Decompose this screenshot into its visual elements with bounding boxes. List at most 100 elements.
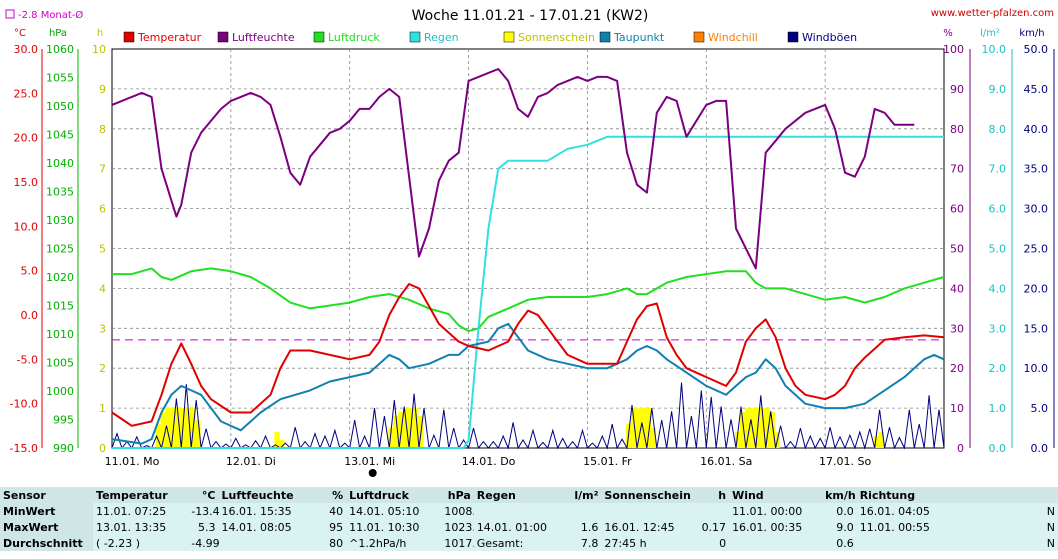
stats-header-cell: Luftdruck	[346, 487, 442, 503]
stats-cell: 1.6	[566, 519, 602, 535]
legend-label: Windchill	[708, 31, 758, 44]
chart-series	[111, 68, 945, 450]
y-tick-label-rain: 5.0	[989, 243, 1007, 256]
legend-swatch	[503, 31, 515, 43]
stats-header-cell: Luftfeuchte	[218, 487, 316, 503]
legend-swatch	[409, 31, 421, 43]
y-tick-label-rain: 6.0	[989, 203, 1007, 216]
x-tick-label: 15.01. Fr	[583, 455, 632, 468]
legend-swatch	[599, 31, 611, 43]
legend-label: Luftfeuchte	[232, 31, 295, 44]
stats-cell: 16.01. 15:35	[218, 503, 316, 519]
x-tick-label: 16.01. Sa	[700, 455, 752, 468]
stats-cell: N	[954, 519, 1058, 535]
y-tick-label-rain: 8.0	[989, 123, 1007, 136]
stats-header-cell: Wind	[729, 487, 823, 503]
y-tick-label-wind: 15.0	[1024, 322, 1049, 335]
y-tick-label-sunshine: 6	[99, 203, 106, 216]
y-tick-label-wind: 20.0	[1024, 282, 1049, 295]
y-tick-label-sunshine: 5	[99, 243, 106, 256]
stats-cell: 9.0	[822, 519, 857, 535]
series-regen	[112, 135, 944, 449]
y-tick-label-sunshine: 7	[99, 163, 106, 176]
y-tick-label-pressure: 995	[53, 414, 74, 427]
series-temperatur	[111, 283, 945, 427]
unit-humidity: %	[943, 28, 953, 39]
stats-panel: Sensor Temperatur °C Luftfeuchte% Luftdruck h…	[0, 487, 1058, 559]
stats-cell: Gesamt:	[473, 535, 567, 551]
stats-table: Sensor Temperatur °C Luftfeuchte% Luftdruck h…	[0, 487, 1058, 551]
stats-cell: 14.01. 01:00	[473, 519, 567, 535]
y-tick-label-pressure: 1035	[46, 186, 74, 199]
unit-rain: l/m²	[980, 28, 1000, 39]
x-tick-label: 17.01. So	[819, 455, 871, 468]
stats-header-cell: Sensor	[0, 487, 94, 503]
stats-header-cell: l/m²	[566, 487, 602, 503]
y-tick-label-humidity: 10	[950, 402, 964, 415]
stats-cell: 5.3	[188, 519, 219, 535]
unit-pressure: hPa	[49, 28, 67, 39]
series-luftfeuchte	[111, 68, 915, 270]
stats-cell: 14.01. 05:10	[346, 503, 442, 519]
stats-header-cell: Sonnenschein	[601, 487, 695, 503]
legend-label: Sonnenschein	[518, 31, 595, 44]
chart-legend: Temperatur Luftfeuchte Luftdruck Regen Sonne…	[123, 31, 857, 44]
monthly-avg-label: -2.8 Monat-Ø	[18, 9, 83, 21]
stats-cell: 16.01. 00:35	[729, 519, 823, 535]
stats-cell: -4.99	[188, 535, 219, 551]
source-url[interactable]: www.wetter-pfalzen.com	[931, 8, 1054, 19]
y-tick-label-wind: 30.0	[1024, 203, 1049, 216]
y-tick-label-temperature: 15.0	[14, 176, 39, 189]
stats-cell	[473, 503, 567, 519]
y-tick-label-temperature: 0.0	[21, 309, 39, 322]
stats-cell: ( -2.23 )	[93, 535, 189, 551]
y-tick-label-wind: 5.0	[1031, 402, 1049, 415]
y-tick-label-pressure: 1055	[46, 72, 74, 85]
y-tick-label-sunshine: 8	[99, 123, 106, 136]
y-tick-label-temperature: 20.0	[14, 132, 39, 145]
stats-cell: 11.01. 00:00	[729, 503, 823, 519]
y-tick-label-pressure: 1045	[46, 129, 74, 142]
stats-header-cell: Regen	[473, 487, 567, 503]
stats-header-cell: hPa	[441, 487, 474, 503]
y-tick-label-sunshine: 1	[99, 402, 106, 415]
y-tick-label-temperature: 5.0	[21, 265, 39, 278]
stats-header-cell	[954, 487, 1058, 503]
legend-label: Temperatur	[137, 31, 202, 44]
stats-cell: 13.01. 13:35	[93, 519, 189, 535]
stats-cell: ^1.2hPa/h	[346, 535, 442, 551]
legend-swatch	[787, 31, 799, 43]
stats-row: MaxWert 13.01. 13:35 5.3 14.01. 08:05 95 11.0…	[0, 519, 1058, 535]
y-tick-label-pressure: 1010	[46, 328, 74, 341]
stats-header-cell: °C	[188, 487, 219, 503]
moon-phase-icon	[368, 469, 377, 477]
y-tick-label-temperature: 25.0	[14, 87, 39, 100]
y-tick-label-temperature: 10.0	[14, 220, 39, 233]
stats-cell: 27:45 h	[601, 535, 695, 551]
y-tick-label-wind: 0.0	[1031, 442, 1049, 455]
stats-cell	[601, 503, 695, 519]
y-tick-label-rain: 7.0	[989, 163, 1007, 176]
legend-label: Luftdruck	[328, 31, 380, 44]
y-tick-label-humidity: 100	[943, 43, 964, 56]
stats-header-cell: Temperatur	[93, 487, 189, 503]
legend-swatch	[217, 31, 229, 43]
y-tick-label-temperature: 30.0	[14, 43, 39, 56]
y-tick-label-humidity: 0	[957, 442, 964, 455]
series-luftdruck	[112, 267, 945, 333]
y-tick-label-wind: 40.0	[1024, 123, 1049, 136]
legend-swatch	[313, 31, 325, 43]
y-tick-label-wind: 25.0	[1024, 243, 1049, 256]
y-tick-label-sunshine: 3	[99, 322, 106, 335]
y-tick-label-rain: 10.0	[982, 43, 1007, 56]
y-tick-label-wind: 50.0	[1024, 43, 1049, 56]
stats-cell: 80	[315, 535, 347, 551]
stats-cell: N	[954, 503, 1058, 519]
stats-cell: -13.4	[188, 503, 219, 519]
y-tick-label-humidity: 30	[950, 322, 964, 335]
stats-cell: 1008.4	[441, 503, 474, 519]
stats-header-cell: h	[694, 487, 730, 503]
y-tick-label-pressure: 1020	[46, 271, 74, 284]
stats-header-row: Sensor Temperatur °C Luftfeuchte% Luftdruck h…	[0, 487, 1058, 503]
y-tick-label-rain: 2.0	[989, 362, 1007, 375]
